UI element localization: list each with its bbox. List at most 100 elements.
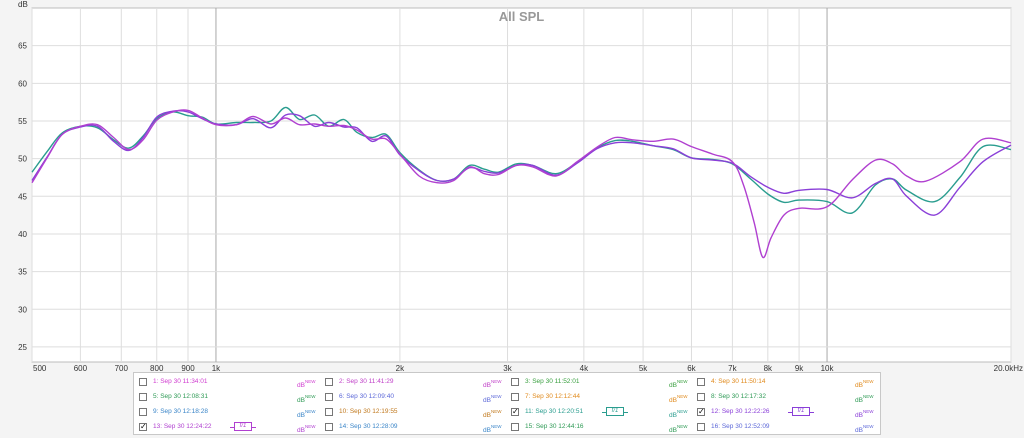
db-offset-label[interactable]: dBNEW: [669, 379, 688, 389]
y-tick-label: 30: [18, 305, 27, 314]
grid: [31, 8, 1012, 362]
legend-checkbox[interactable]: [325, 423, 333, 431]
x-tick-label: 8k: [764, 364, 773, 372]
legend-label: 1: Sep 30 11:34:01: [153, 378, 208, 385]
legend-entry[interactable]: ✓ 12: Sep 30 12:22:26 f/1 dBNEW: [697, 405, 879, 419]
db-offset-label[interactable]: dBNEW: [669, 424, 688, 434]
x-tick-label: 7k: [728, 364, 737, 372]
legend-entry[interactable]: 5: Sep 30 12:08:31 dBNEW: [139, 390, 321, 404]
trace-settings-icon[interactable]: f/1: [230, 422, 256, 431]
x-tick-label: 20.0kHz: [994, 364, 1023, 372]
legend-entry[interactable]: 16: Sep 30 12:52:09 dBNEW: [697, 420, 879, 434]
y-tick-label: 45: [18, 192, 27, 201]
legend-entry[interactable]: 14: Sep 30 12:28:09 dBNEW: [325, 420, 507, 434]
legend-checkbox[interactable]: [511, 378, 519, 386]
legend-checkbox[interactable]: [697, 378, 705, 386]
legend-label: 16: Sep 30 12:52:09: [711, 423, 770, 430]
y-tick-label: 35: [18, 268, 27, 277]
y-tick-label: 40: [18, 230, 27, 239]
y-tick-label: 25: [18, 343, 27, 352]
x-tick-label: 600: [74, 364, 88, 372]
legend-label: 6: Sep 30 12:09:40: [339, 393, 394, 400]
legend-label: 7: Sep 30 12:12:44: [525, 393, 580, 400]
y-axis-label: dB: [18, 0, 28, 9]
legend-label: 8: Sep 30 12:17:32: [711, 393, 766, 400]
legend-entry[interactable]: 3: Sep 30 11:52:01 dBNEW: [511, 375, 693, 389]
legend-label: 11: Sep 30 12:20:51: [525, 408, 584, 415]
x-tick-label: 5k: [639, 364, 648, 372]
x-tick-label: 9k: [795, 364, 804, 372]
trace-settings-icon[interactable]: f/1: [788, 407, 814, 416]
trace-settings-icon[interactable]: f/1: [602, 407, 628, 416]
legend-label: 13: Sep 30 12:24:22: [153, 423, 212, 430]
legend-entry[interactable]: 6: Sep 30 12:09:40 dBNEW: [325, 390, 507, 404]
x-tick-label: 700: [115, 364, 129, 372]
y-tick-label: 65: [18, 42, 27, 51]
legend-entry[interactable]: 1: Sep 30 11:34:01 dBNEW: [139, 375, 321, 389]
legend-entry[interactable]: 10: Sep 30 12:19:55 dBNEW: [325, 405, 507, 419]
measurement-legend: 1: Sep 30 11:34:01 dBNEW 2: Sep 30 11:41:2…: [133, 372, 881, 435]
legend-label: 15: Sep 30 12:44:16: [525, 423, 584, 430]
chart-title: All SPL: [499, 9, 545, 24]
db-offset-label[interactable]: dBNEW: [483, 409, 502, 419]
x-tick-label: 2k: [396, 364, 405, 372]
legend-entry[interactable]: 9: Sep 30 12:18:28 dBNEW: [139, 405, 321, 419]
y-tick-label: 50: [18, 155, 27, 164]
legend-label: 4: Sep 30 11:50:14: [711, 378, 766, 385]
legend-checkbox[interactable]: [697, 393, 705, 401]
legend-entry[interactable]: 4: Sep 30 11:50:14 dBNEW: [697, 375, 879, 389]
db-offset-label[interactable]: dBNEW: [855, 394, 874, 404]
legend-checkbox[interactable]: ✓: [697, 407, 705, 416]
legend-entry[interactable]: ✓ 11: Sep 30 12:20:51 f/1 dBNEW: [511, 405, 693, 419]
x-tick-label: 1k: [212, 364, 221, 372]
x-tick-label: 900: [181, 364, 195, 372]
x-tick-label: 4k: [580, 364, 589, 372]
legend-checkbox[interactable]: [697, 423, 705, 431]
db-offset-label[interactable]: dBNEW: [297, 409, 316, 419]
db-offset-label[interactable]: dBNEW: [855, 379, 874, 389]
legend-label: 3: Sep 30 11:52:01: [525, 378, 580, 385]
x-tick-label: 800: [150, 364, 164, 372]
x-tick-label: 500: [33, 364, 47, 372]
legend-checkbox[interactable]: [511, 393, 519, 401]
legend-entry[interactable]: 15: Sep 30 12:44:16 dBNEW: [511, 420, 693, 434]
spl-chart: 25 30 35 40 45 50 55 60 65 500 600 700 800 900 1k 2k 3k 4…: [18, 0, 1023, 372]
legend-entry[interactable]: 8: Sep 30 12:17:32 dBNEW: [697, 390, 879, 404]
legend-checkbox[interactable]: [325, 378, 333, 386]
legend-checkbox[interactable]: ✓: [511, 407, 519, 416]
legend-label: 9: Sep 30 12:18:28: [153, 408, 208, 415]
db-offset-label[interactable]: dBNEW: [297, 424, 316, 434]
legend-checkbox[interactable]: [139, 378, 147, 386]
legend-entry[interactable]: 2: Sep 30 11:41:29 dBNEW: [325, 375, 507, 389]
series-lines: [31, 106, 1012, 259]
legend-label: 2: Sep 30 11:41:29: [339, 378, 394, 385]
db-offset-label[interactable]: dBNEW: [483, 394, 502, 404]
legend-label: 12: Sep 30 12:22:26: [711, 408, 770, 415]
legend-entry[interactable]: ✓ 13: Sep 30 12:24:22 f/1 dBNEW: [139, 420, 321, 434]
x-tick-label: 6k: [687, 364, 696, 372]
y-tick-label: 60: [18, 79, 27, 88]
x-tick-label: 3k: [503, 364, 512, 372]
db-offset-label[interactable]: dBNEW: [297, 394, 316, 404]
db-offset-label[interactable]: dBNEW: [297, 379, 316, 389]
db-offset-label[interactable]: dBNEW: [483, 379, 502, 389]
y-tick-label: 55: [18, 117, 27, 126]
legend-label: 14: Sep 30 12:28:09: [339, 423, 398, 430]
legend-label: 5: Sep 30 12:08:31: [153, 393, 208, 400]
db-offset-label[interactable]: dBNEW: [483, 424, 502, 434]
legend-checkbox[interactable]: [325, 408, 333, 416]
legend-checkbox[interactable]: ✓: [139, 422, 147, 431]
axis-ticks: 25 30 35 40 45 50 55 60 65 500 600 700 800 900 1k 2k 3k 4…: [18, 42, 1023, 372]
legend-checkbox[interactable]: [139, 393, 147, 401]
legend-checkbox[interactable]: [511, 423, 519, 431]
x-tick-label: 10k: [821, 364, 835, 372]
db-offset-label[interactable]: dBNEW: [855, 409, 874, 419]
legend-checkbox[interactable]: [139, 408, 147, 416]
db-offset-label[interactable]: dBNEW: [855, 424, 874, 434]
legend-label: 10: Sep 30 12:19:55: [339, 408, 398, 415]
legend-checkbox[interactable]: [325, 393, 333, 401]
db-offset-label[interactable]: dBNEW: [669, 394, 688, 404]
db-offset-label[interactable]: dBNEW: [669, 409, 688, 419]
legend-entry[interactable]: 7: Sep 30 12:12:44 dBNEW: [511, 390, 693, 404]
series-line-3: [31, 109, 1012, 259]
